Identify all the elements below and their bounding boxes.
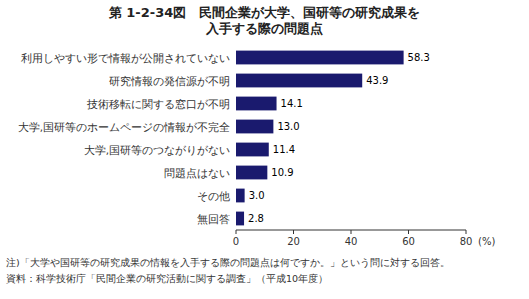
bar: [236, 97, 277, 111]
chart-svg: 第 1-2-34図 民間企業が大学、国研等の研究成果を入手する際の問題点 58.3…: [0, 0, 529, 299]
x-tick: [293, 230, 294, 234]
data-label: 58.3: [408, 52, 430, 63]
bar: [236, 120, 273, 134]
bar: [236, 189, 245, 203]
data-label: 43.9: [366, 75, 388, 86]
category-label: 研究情報の発信源が不明: [109, 75, 230, 87]
category-label: 問題点はない: [164, 167, 230, 179]
x-tick: [351, 230, 352, 234]
x-tick: [408, 230, 409, 234]
category-label: 技術移転に関する窓口が不明: [86, 98, 230, 111]
note: 資料：科学技術庁「民間企業の研究活動に関する調査」（平成10年度）: [6, 273, 328, 284]
chart-container: 第 1-2-34図 民間企業が大学、国研等の研究成果を入手する際の問題点 58.3…: [0, 0, 529, 299]
data-label: 13.0: [277, 121, 299, 132]
data-label: 14.1: [281, 98, 303, 109]
bars: [236, 51, 404, 226]
category-label: 無回答: [197, 213, 230, 225]
bar: [236, 74, 362, 88]
category-label: その他: [197, 190, 230, 202]
title: 入手する際の問題点: [205, 21, 323, 36]
bar: [236, 143, 269, 157]
category-label: 大学,国研等のホームページの情報が不完全: [18, 121, 230, 133]
bar: [236, 51, 404, 65]
data-label: 2.8: [248, 213, 264, 224]
x-tick-label: 20: [287, 236, 300, 247]
x-tick-label: 40: [345, 236, 358, 247]
title: 第 1-2-34図 民間企業が大学、国研等の研究成果を: [108, 5, 421, 20]
x-tick: [466, 230, 467, 234]
x-tick: [236, 230, 237, 234]
data-label: 11.4: [273, 144, 295, 155]
note: 注)「大学や国研等の研究成果の情報を入手する際の問題点は何ですか。」という問に対…: [6, 257, 450, 268]
x-axis-label: (%): [478, 236, 495, 247]
x-tick-label: 60: [402, 236, 415, 247]
category-label: 利用しやすい形で情報が公開されていない: [21, 52, 230, 65]
x-tick-label: 0: [233, 236, 239, 247]
bar: [236, 166, 267, 180]
category-label: 大学,国研等のつながりがない: [84, 144, 230, 156]
data-label: 3.0: [249, 190, 265, 201]
bar: [236, 212, 244, 226]
data-label: 10.9: [271, 167, 293, 178]
x-tick-label: 80: [460, 236, 473, 247]
